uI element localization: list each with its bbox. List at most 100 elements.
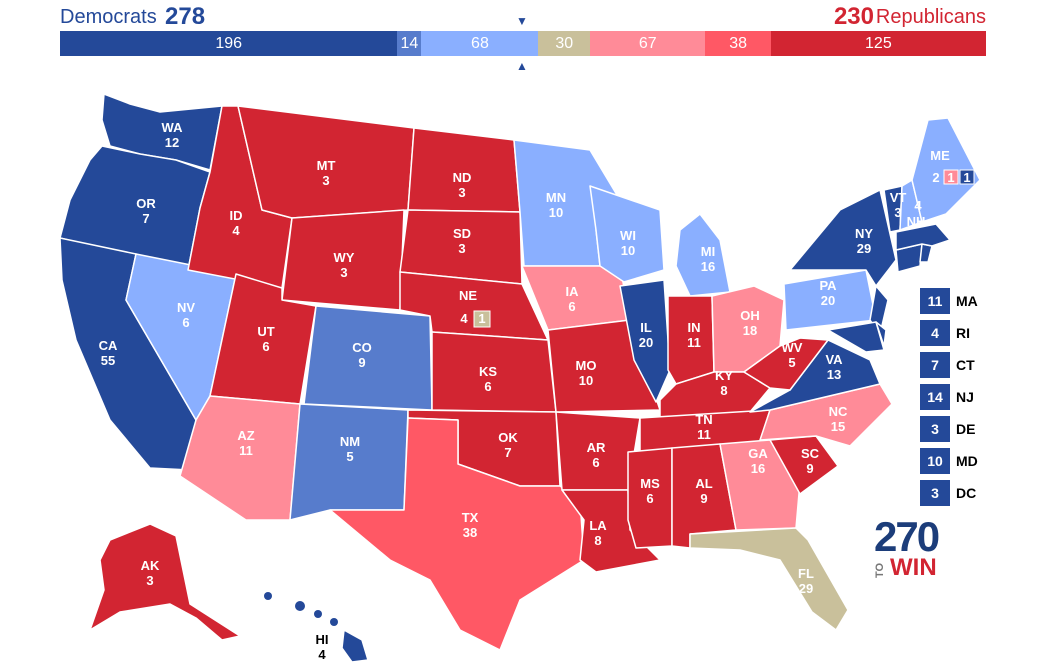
svg-text:ME: ME [930, 148, 950, 163]
small-state-name: NJ [956, 389, 974, 405]
state-DE[interactable] [875, 321, 887, 347]
svg-text:11: 11 [239, 443, 253, 458]
svg-text:IN: IN [688, 320, 701, 335]
svg-text:VT: VT [890, 190, 907, 205]
state-FL[interactable] [689, 527, 849, 631]
small-state-row[interactable]: 3 DC [920, 480, 1030, 506]
state-IL[interactable] [619, 279, 671, 403]
svg-text:TN: TN [695, 412, 712, 427]
small-state-row[interactable]: 11 MA [920, 288, 1030, 314]
state-WA[interactable] [101, 93, 223, 171]
state-TX[interactable] [329, 417, 585, 651]
state-NY[interactable] [789, 189, 897, 287]
svg-text:NC: NC [829, 404, 848, 419]
svg-text:1: 1 [478, 311, 485, 326]
svg-text:NM: NM [340, 434, 360, 449]
svg-text:NE: NE [459, 288, 477, 303]
svg-text:FL: FL [798, 566, 814, 581]
svg-text:16: 16 [701, 259, 715, 274]
svg-text:9: 9 [806, 461, 813, 476]
state-MS[interactable] [627, 447, 673, 549]
svg-text:20: 20 [821, 293, 835, 308]
svg-text:15: 15 [831, 419, 845, 434]
small-state-ev-box: 4 [920, 320, 950, 346]
small-state-row[interactable]: 3 DE [920, 416, 1030, 442]
democrats-total: 278 [165, 3, 206, 30]
state-HI[interactable] [341, 629, 369, 663]
electoral-vote-bar: 196 14 68 30 67 38 125 [60, 31, 986, 56]
svg-text:MS: MS [640, 476, 660, 491]
ne-district-box[interactable] [473, 310, 491, 328]
small-state-row[interactable]: 10 MD [920, 448, 1030, 474]
hi-island-4 [330, 618, 338, 626]
svg-text:4: 4 [460, 311, 468, 326]
svg-text:OK: OK [498, 430, 518, 445]
svg-text:PA: PA [819, 278, 837, 293]
svg-text:NV: NV [177, 300, 195, 315]
state-WI[interactable] [589, 185, 665, 283]
svg-text:VA: VA [825, 352, 843, 367]
svg-text:MO: MO [576, 358, 597, 373]
small-state-ev-box: 3 [920, 480, 950, 506]
svg-text:6: 6 [262, 339, 269, 354]
svg-text:29: 29 [857, 241, 871, 256]
svg-text:WA: WA [162, 120, 184, 135]
svg-text:SC: SC [801, 446, 820, 461]
svg-text:CO: CO [352, 340, 372, 355]
svg-text:2: 2 [932, 170, 939, 185]
small-state-ev-box: 11 [920, 288, 950, 314]
svg-text:4: 4 [232, 223, 240, 238]
totals-header: Democrats 278 230 Republicans [60, 3, 986, 32]
svg-text:8: 8 [594, 533, 601, 548]
svg-text:ND: ND [453, 170, 472, 185]
svg-text:10: 10 [621, 243, 635, 258]
bar-segment: 14 [397, 31, 422, 56]
svg-text:6: 6 [568, 299, 575, 314]
state-AK[interactable] [89, 523, 241, 641]
svg-text:3: 3 [146, 573, 153, 588]
state-MA[interactable] [895, 223, 951, 251]
svg-text:MI: MI [701, 244, 715, 259]
svg-text:WI: WI [620, 228, 636, 243]
svg-text:CA: CA [99, 338, 118, 353]
svg-text:6: 6 [592, 455, 599, 470]
republicans-label: Republicans [875, 6, 986, 28]
svg-text:3: 3 [894, 205, 901, 220]
small-state-row[interactable]: 4 RI [920, 320, 1030, 346]
svg-text:7: 7 [504, 445, 511, 460]
hi-island-3 [314, 610, 322, 618]
state-RI[interactable] [919, 243, 933, 263]
svg-text:LA: LA [589, 518, 607, 533]
small-state-row[interactable]: 14 NJ [920, 384, 1030, 410]
small-state-ev-box: 3 [920, 416, 950, 442]
svg-text:4: 4 [914, 198, 922, 213]
me-district-1-box[interactable] [959, 169, 975, 185]
svg-text:13: 13 [827, 367, 841, 382]
svg-text:9: 9 [700, 491, 707, 506]
small-state-ev-box: 10 [920, 448, 950, 474]
svg-text:1: 1 [947, 170, 954, 185]
svg-text:9: 9 [358, 355, 365, 370]
svg-text:GA: GA [748, 446, 768, 461]
small-state-name: MA [956, 293, 978, 309]
bar-segment: 125 [770, 31, 986, 56]
svg-text:3: 3 [458, 185, 465, 200]
state-GA[interactable] [719, 439, 801, 531]
svg-text:5: 5 [788, 355, 795, 370]
small-state-row[interactable]: 7 CT [920, 352, 1030, 378]
svg-text:5: 5 [346, 449, 353, 464]
svg-text:38: 38 [463, 525, 477, 540]
state-WV[interactable] [743, 337, 829, 391]
state-MD[interactable] [827, 321, 885, 353]
svg-text:AR: AR [587, 440, 606, 455]
svg-text:3: 3 [340, 265, 347, 280]
midpoint-marker-top-icon: ▼ [516, 14, 528, 28]
small-state-ev-box: 14 [920, 384, 950, 410]
svg-text:NY: NY [855, 226, 873, 241]
me-district-2-box[interactable] [943, 169, 959, 185]
svg-text:6: 6 [484, 379, 491, 394]
svg-text:6: 6 [646, 491, 653, 506]
state-CO[interactable] [303, 305, 433, 411]
